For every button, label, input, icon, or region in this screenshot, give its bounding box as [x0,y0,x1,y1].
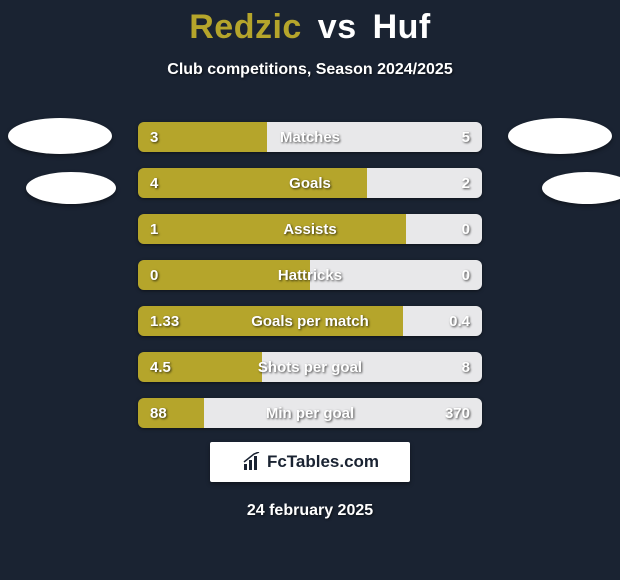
metric-label: Assists [138,214,482,244]
brand-badge: FcTables.com [210,442,410,482]
metric-row: 4.58Shots per goal [138,352,482,382]
metric-row: 00Hattricks [138,260,482,290]
metric-row: 88370Min per goal [138,398,482,428]
player2-name: Huf [373,8,431,46]
metric-label: Shots per goal [138,352,482,382]
metric-label: Goals per match [138,306,482,336]
metric-row: 10Assists [138,214,482,244]
date-label: 24 february 2025 [0,502,620,520]
metric-row: 1.330.4Goals per match [138,306,482,336]
player1-name: Redzic [189,8,302,46]
vs-text: vs [318,8,357,46]
metric-label: Matches [138,122,482,152]
bar-chart-icon [241,451,263,473]
team-logo-left-2 [26,172,116,204]
metric-label: Min per goal [138,398,482,428]
team-logo-right-2 [542,172,620,204]
comparison-bars: 35Matches 42Goals 10Assists 00Hattricks 1.33… [138,122,482,444]
comparison-title: Redzic vs Huf [0,0,620,47]
metric-row: 42Goals [138,168,482,198]
team-logo-left-1 [8,118,112,154]
team-logo-right-1 [508,118,612,154]
subtitle: Club competitions, Season 2024/2025 [0,61,620,79]
metric-label: Hattricks [138,260,482,290]
metric-row: 35Matches [138,122,482,152]
brand-text: FcTables.com [267,452,379,472]
metric-label: Goals [138,168,482,198]
